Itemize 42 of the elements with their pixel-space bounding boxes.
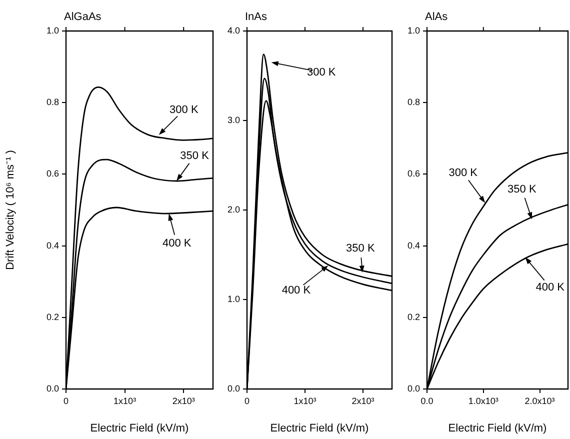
y-tick-label: 0.0	[227, 383, 240, 394]
annotation: 350 K	[508, 183, 537, 196]
annotation: 300 K	[448, 166, 478, 179]
y-tick-label: 0.0	[46, 383, 59, 394]
annotation: 350 K	[346, 242, 376, 255]
annotation: 400 K	[536, 281, 566, 294]
chart-title: InAs	[245, 11, 268, 23]
x-axis-title: Electric Field (kV/m)	[90, 422, 189, 434]
annotation: 300 K	[170, 104, 199, 116]
x-tick-label: 2.0x10³	[524, 396, 555, 406]
y-tick-label: 1.0	[227, 294, 240, 304]
x-tick-label: 1x10³	[294, 396, 316, 406]
y-tick-label: 0.6	[407, 168, 420, 179]
y-tick-label: 3.0	[227, 114, 240, 125]
annotation: 300 K	[306, 66, 336, 78]
y-tick-label: 1.0	[46, 25, 59, 36]
x-axis-title: Electric Field (kV/m)	[448, 422, 547, 434]
y-tick-label: 0.0	[407, 383, 420, 394]
chart-title: AlGaAs	[64, 11, 102, 23]
x-tick-label: 0	[244, 396, 250, 406]
y-tick-label: 0.8	[407, 97, 420, 108]
y-tick-label: 0.8	[46, 97, 59, 108]
x-tick-label: 0	[63, 396, 69, 406]
x-tick-label: 1.0x10³	[468, 396, 498, 406]
y-tick-label: 4.0	[227, 25, 240, 36]
y-tick-label: 0.2	[407, 312, 420, 322]
y-tick-label: 0.4	[407, 240, 420, 250]
x-tick-label: 1x10³	[114, 396, 136, 406]
x-tick-label: 0.0	[420, 396, 434, 406]
x-axis-title: Electric Field (kV/m)	[270, 422, 369, 434]
x-tick-label: 2x10³	[352, 396, 374, 406]
y-tick-label: 0.6	[46, 168, 59, 179]
y-tick-label: 1.0	[407, 25, 420, 36]
chart-title: AlAs	[425, 11, 448, 23]
y-axis-title: Drift Velocity ( 10⁶ ms⁻¹ )	[4, 150, 17, 270]
x-tick-label: 2x10³	[172, 396, 195, 406]
y-tick-label: 2.0	[227, 204, 240, 214]
y-tick-label: 0.4	[46, 240, 59, 250]
annotation: 400 K	[162, 238, 192, 250]
y-tick-label: 0.2	[46, 312, 59, 322]
annotation: 400 K	[282, 284, 312, 297]
annotation: 350 K	[180, 150, 210, 162]
